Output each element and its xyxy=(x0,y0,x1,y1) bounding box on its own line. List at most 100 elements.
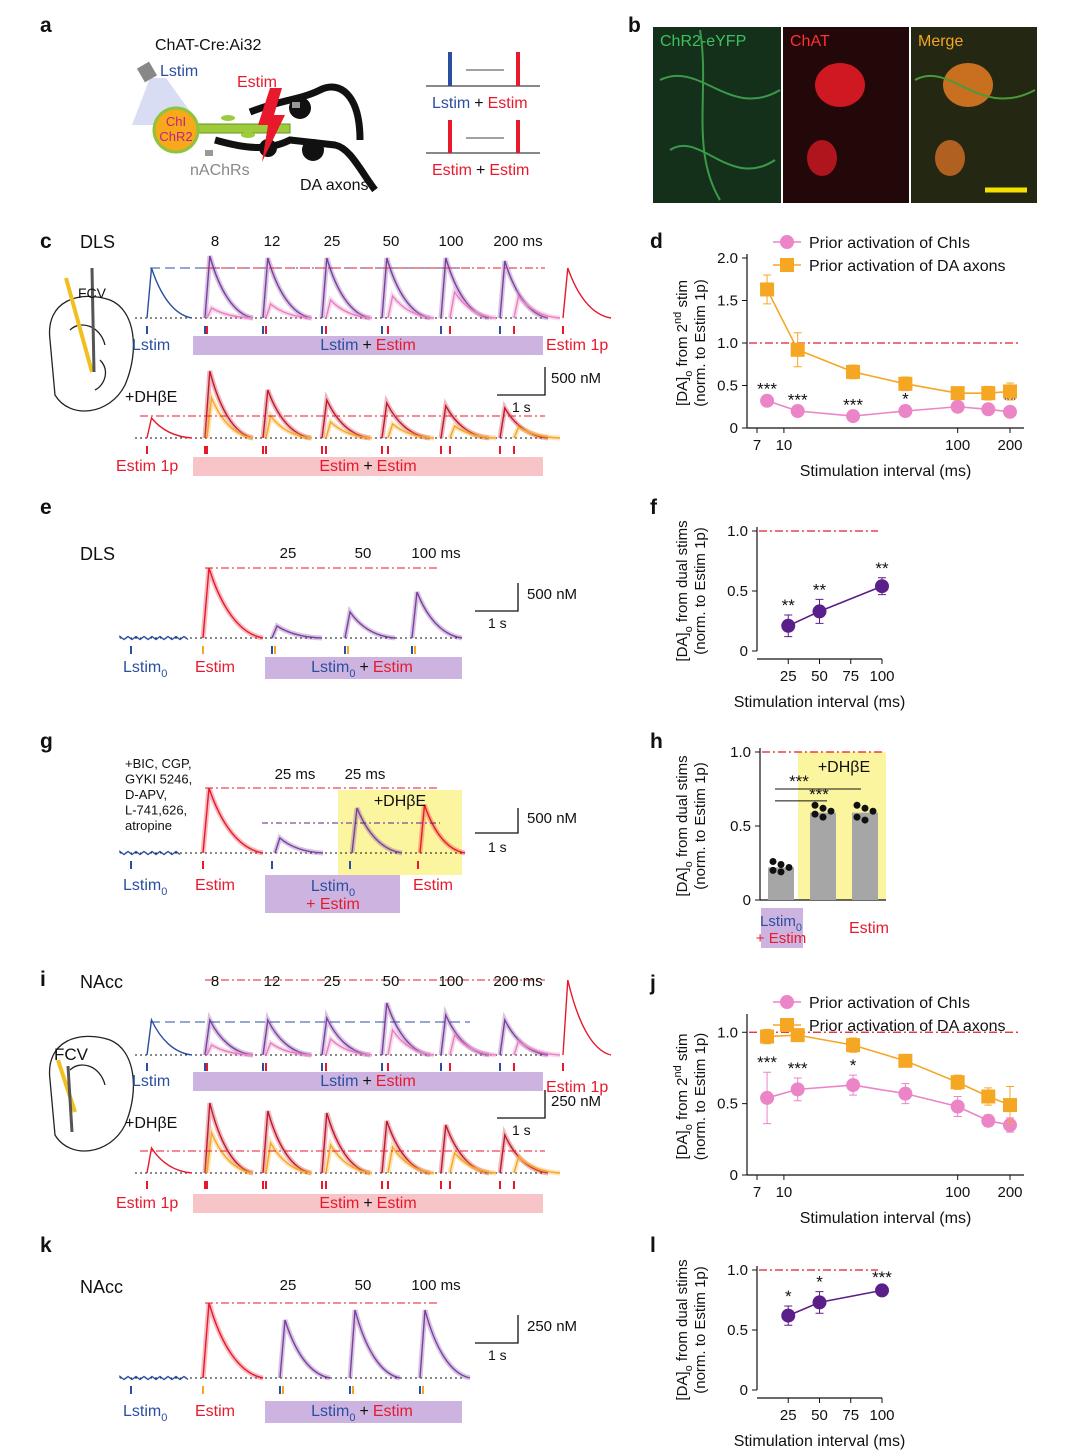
label-part: 0 xyxy=(349,1412,355,1424)
panel-letter: a xyxy=(40,14,52,37)
label-part: + xyxy=(476,162,485,179)
x-tick-label: 100 xyxy=(945,1184,970,1201)
scale-bar xyxy=(475,808,519,834)
legend-marker xyxy=(780,235,794,249)
label: 25 xyxy=(324,973,341,990)
label: DLS xyxy=(80,544,115,564)
label: 25 xyxy=(280,1277,297,1294)
trace xyxy=(419,1309,471,1379)
trace xyxy=(206,395,254,439)
trace xyxy=(119,1375,189,1381)
marker xyxy=(950,399,965,414)
significance: * xyxy=(816,1273,823,1292)
y-tick-label: 0 xyxy=(740,643,748,660)
trace xyxy=(274,836,324,854)
y-tick-label: 1.0 xyxy=(727,1262,748,1279)
trace xyxy=(204,1017,254,1056)
significance: ** xyxy=(782,596,796,615)
y-tick-label: 0.5 xyxy=(727,583,748,600)
marker xyxy=(875,579,889,594)
trace xyxy=(440,1124,490,1174)
label: 500 nM xyxy=(551,370,601,387)
schematic xyxy=(132,52,540,193)
marker xyxy=(790,1028,805,1043)
label: 25 xyxy=(324,233,341,250)
marker xyxy=(781,618,796,633)
label: + Estim xyxy=(756,930,806,947)
x-tick-label: 50 xyxy=(811,668,828,685)
x-tick-label: 75 xyxy=(842,668,859,685)
trace xyxy=(271,624,323,639)
legend-label: Prior activation of ChIs xyxy=(809,235,970,252)
label: Estim xyxy=(195,659,235,676)
x-tick-label: Estim xyxy=(849,920,889,937)
label-part: Estim xyxy=(373,659,413,676)
trace xyxy=(265,1140,313,1174)
label: 1 s xyxy=(488,1347,507,1363)
label: +DHβE xyxy=(125,389,177,406)
panel-letter: j xyxy=(649,972,656,995)
trace xyxy=(206,1130,254,1174)
y-axis-label: (norm. to Estim 1p) xyxy=(692,1033,709,1161)
label-part: + xyxy=(362,1073,371,1090)
marker xyxy=(760,1029,775,1044)
marker xyxy=(898,1086,913,1101)
y-tick-label: 1.0 xyxy=(717,1024,738,1041)
significance: ** xyxy=(813,580,827,599)
marker xyxy=(790,404,805,418)
marker xyxy=(760,393,775,408)
x-axis-label: Stimulation interval (ms) xyxy=(800,1210,972,1227)
label: ChR2 xyxy=(159,129,192,144)
scale-bar xyxy=(475,583,519,612)
y-axis-label: [DA]o from dual stims xyxy=(674,1259,695,1400)
label: Lstim0 xyxy=(123,1403,167,1424)
marker xyxy=(898,404,913,418)
label: Estim xyxy=(413,877,453,894)
label-part: o xyxy=(683,626,695,632)
significance: *** xyxy=(757,1053,777,1072)
label: 25 xyxy=(280,545,297,562)
label-part: [DA] xyxy=(674,632,691,661)
label: Estim + Estim xyxy=(319,458,416,475)
label: Estim 1p xyxy=(116,1195,178,1212)
significance: *** xyxy=(843,395,863,414)
x-tick-label: 10 xyxy=(776,1184,793,1201)
label-part: Lstim xyxy=(123,1403,161,1420)
data-point xyxy=(811,810,819,818)
marker xyxy=(981,1089,996,1104)
label-part: + xyxy=(363,1195,372,1212)
label-box xyxy=(265,1401,462,1423)
trace xyxy=(262,257,312,319)
label: D-APV, xyxy=(125,787,167,802)
label: +DHβE xyxy=(125,1115,177,1132)
label-part: Estim xyxy=(376,1073,416,1090)
trace xyxy=(440,257,490,319)
scale-bar xyxy=(497,1090,546,1119)
label: Estim 1p xyxy=(116,458,178,475)
y-tick-label: 0.5 xyxy=(730,818,751,835)
label: 100 ms xyxy=(411,545,460,562)
panel-letter: c xyxy=(40,230,52,253)
marker xyxy=(898,376,913,391)
label: Lstim0 xyxy=(311,878,355,899)
data-point xyxy=(861,816,869,824)
legend-marker xyxy=(780,258,794,272)
legend-label: Prior activation of ChIs xyxy=(809,995,970,1012)
marker xyxy=(812,1295,827,1310)
label: 1 s xyxy=(488,839,507,855)
x-tick-label: 7 xyxy=(753,1184,761,1201)
label-part: o xyxy=(683,371,695,377)
marker xyxy=(760,282,775,297)
label: FCV xyxy=(54,1045,89,1064)
data-point xyxy=(785,863,793,871)
significance: *** xyxy=(757,379,777,398)
marker xyxy=(981,386,996,401)
trace xyxy=(513,1039,561,1056)
label: Estim + Estim xyxy=(319,1195,416,1212)
panel-letter: h xyxy=(650,730,663,753)
x-tick-label: 50 xyxy=(811,1407,828,1424)
legend-marker xyxy=(780,1018,794,1032)
label: NAcc xyxy=(80,1277,123,1297)
trace xyxy=(325,298,373,319)
